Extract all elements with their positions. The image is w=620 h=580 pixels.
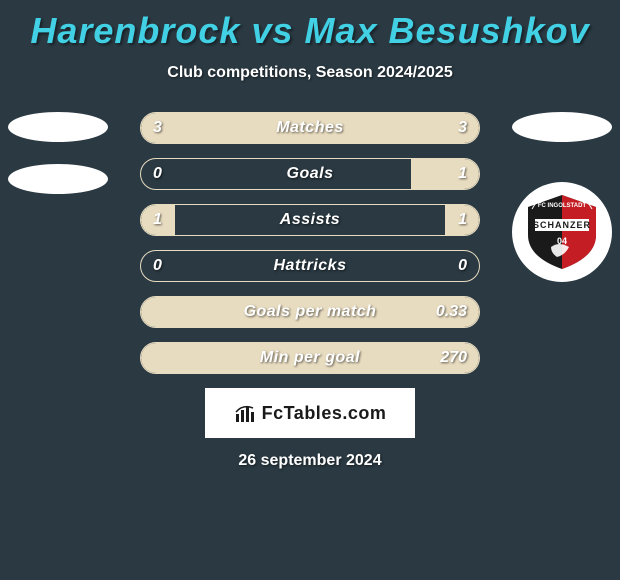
stat-value-right: 0.33 <box>436 297 467 327</box>
placeholder-ellipse-icon <box>512 112 612 142</box>
page-title: Harenbrock vs Max Besushkov <box>0 0 620 52</box>
stat-bar: Min per goal270 <box>140 342 480 374</box>
placeholder-ellipse-icon <box>8 112 108 142</box>
stats-area: FC INGOLSTADT SCHANZER 04 Matches3 3 Goals… <box>0 112 620 374</box>
stat-label: Goals per match <box>141 297 479 327</box>
stat-value-left: 1 <box>153 205 162 235</box>
stat-label: Matches <box>141 113 479 143</box>
stat-value-right: 1 <box>458 205 467 235</box>
bar-chart-icon <box>234 402 256 424</box>
stat-bar: Goals per match0.33 <box>140 296 480 328</box>
stat-value-right: 1 <box>458 159 467 189</box>
stat-bar: Hattricks0 0 <box>140 250 480 282</box>
stat-value-left: 0 <box>153 251 162 281</box>
player-right-emblems: FC INGOLSTADT SCHANZER 04 <box>512 112 612 282</box>
stat-value-right: 0 <box>458 251 467 281</box>
footer-brand-text: FcTables.com <box>262 403 387 424</box>
svg-text:FC INGOLSTADT: FC INGOLSTADT <box>538 203 587 209</box>
page-subtitle: Club competitions, Season 2024/2025 <box>0 64 620 82</box>
stat-value-right: 270 <box>440 343 467 373</box>
footer-brand: FcTables.com <box>205 388 415 438</box>
stat-value-left: 3 <box>153 113 162 143</box>
placeholder-ellipse-icon <box>8 164 108 194</box>
svg-text:SCHANZER: SCHANZER <box>533 220 591 230</box>
stats-bars: Matches33Goals01Assists11Hattricks00Goal… <box>140 112 480 374</box>
stat-value-left: 0 <box>153 159 162 189</box>
stat-bar: Goals0 1 <box>140 158 480 190</box>
stat-value-right: 3 <box>458 113 467 143</box>
stat-label: Hattricks <box>141 251 479 281</box>
stat-bar: Assists1 1 <box>140 204 480 236</box>
stat-bar: Matches3 3 <box>140 112 480 144</box>
stat-label: Assists <box>141 205 479 235</box>
player-left-emblems <box>8 112 108 216</box>
club-badge-icon: FC INGOLSTADT SCHANZER 04 <box>521 191 603 273</box>
footer-date: 26 september 2024 <box>0 452 620 470</box>
club-badge: FC INGOLSTADT SCHANZER 04 <box>512 182 612 282</box>
stat-label: Min per goal <box>141 343 479 373</box>
stat-label: Goals <box>141 159 479 189</box>
